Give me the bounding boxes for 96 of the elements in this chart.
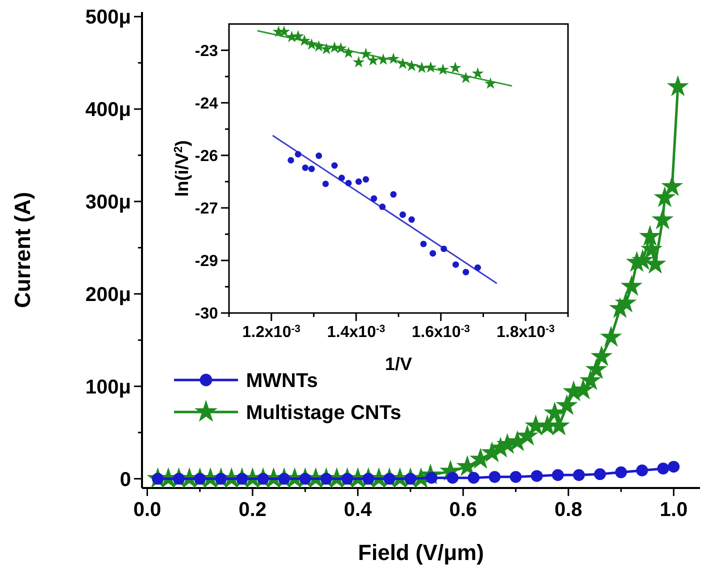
point	[472, 67, 484, 79]
x-tick-label: 0.2	[238, 499, 266, 521]
point	[636, 464, 648, 476]
point	[449, 62, 462, 74]
point	[362, 176, 370, 183]
point	[573, 469, 585, 481]
y-axis-title: Current (A)	[10, 192, 35, 308]
point	[436, 63, 450, 75]
x-tick-label: 0.4	[344, 499, 373, 521]
point	[620, 274, 643, 296]
point	[360, 48, 372, 60]
point	[530, 470, 543, 482]
point	[516, 424, 538, 446]
x-tick-label: 1.8x10$^{-3}$	[496, 324, 555, 341]
x-axis-title: Field (V/μm)	[358, 540, 484, 565]
x-tick-label: 1.2x10$^{-3}$	[242, 324, 301, 341]
y-tick-label: 200μ	[85, 284, 131, 306]
y-tick-label: 400μ	[85, 99, 131, 122]
x-tick-label: 0.0	[133, 499, 162, 521]
y-tick-label: 300μ	[85, 191, 131, 214]
point	[460, 72, 472, 84]
point	[468, 472, 480, 484]
point	[474, 264, 481, 271]
point	[387, 52, 400, 64]
point	[342, 46, 355, 58]
point	[416, 62, 428, 74]
point	[462, 268, 470, 276]
point	[600, 326, 622, 347]
point	[367, 54, 380, 66]
point	[316, 152, 322, 159]
y-tick-label: -24	[194, 95, 218, 112]
point	[424, 61, 437, 73]
x-tick-label: 0.6	[449, 499, 478, 521]
point	[661, 175, 684, 196]
legend-label: Multistage CNTs	[246, 402, 402, 424]
point	[312, 40, 325, 52]
y-tick-label: 500μ	[85, 6, 131, 29]
point	[396, 57, 409, 69]
point	[406, 60, 418, 72]
point	[638, 225, 661, 246]
point	[510, 471, 522, 483]
point	[294, 151, 302, 158]
legend-label: MWNTs	[246, 370, 318, 392]
point	[399, 211, 406, 218]
point	[632, 249, 654, 270]
point	[594, 468, 606, 480]
point	[420, 240, 427, 248]
point	[408, 216, 415, 223]
point	[331, 162, 338, 169]
point	[657, 462, 670, 474]
point	[446, 472, 458, 484]
point	[552, 469, 564, 481]
point	[390, 191, 397, 198]
point	[484, 77, 496, 89]
y-tick-label: 0	[120, 468, 131, 491]
point	[654, 186, 676, 208]
point	[352, 56, 365, 68]
x-tick-label: 1.4x10$^{-3}$	[327, 324, 386, 341]
y-tick-label: -29	[194, 253, 218, 270]
point	[292, 30, 304, 42]
x-tick-label: 0.8	[554, 499, 582, 521]
x-axis-title: 1/V	[384, 354, 412, 374]
point	[377, 53, 390, 65]
point	[308, 166, 315, 172]
point	[430, 250, 436, 257]
point	[580, 369, 602, 390]
y-tick-label: 100μ	[85, 376, 131, 398]
point	[440, 246, 448, 252]
point	[488, 471, 501, 483]
x-tick-label: 1.6x10$^{-3}$	[412, 324, 470, 341]
point	[278, 26, 290, 38]
point	[328, 41, 341, 53]
point	[322, 180, 329, 188]
point	[355, 178, 362, 185]
x-tick-label: 1.0	[660, 499, 688, 521]
y-tick-label: -23	[194, 42, 218, 60]
point	[338, 174, 345, 182]
point	[320, 42, 332, 54]
point	[306, 38, 318, 50]
point	[345, 180, 352, 186]
point	[652, 208, 674, 230]
point	[590, 345, 613, 366]
point	[452, 261, 459, 268]
point	[585, 358, 608, 380]
point	[666, 75, 689, 96]
point	[668, 460, 680, 473]
point	[302, 164, 309, 171]
point	[288, 157, 294, 164]
point	[370, 195, 378, 202]
y-tick-label: -27	[194, 200, 218, 218]
point	[614, 292, 637, 312]
point	[379, 204, 386, 210]
y-tick-label: -30	[194, 306, 218, 323]
point	[556, 394, 578, 416]
y-tick-label: -26	[194, 148, 218, 165]
point	[615, 466, 627, 478]
